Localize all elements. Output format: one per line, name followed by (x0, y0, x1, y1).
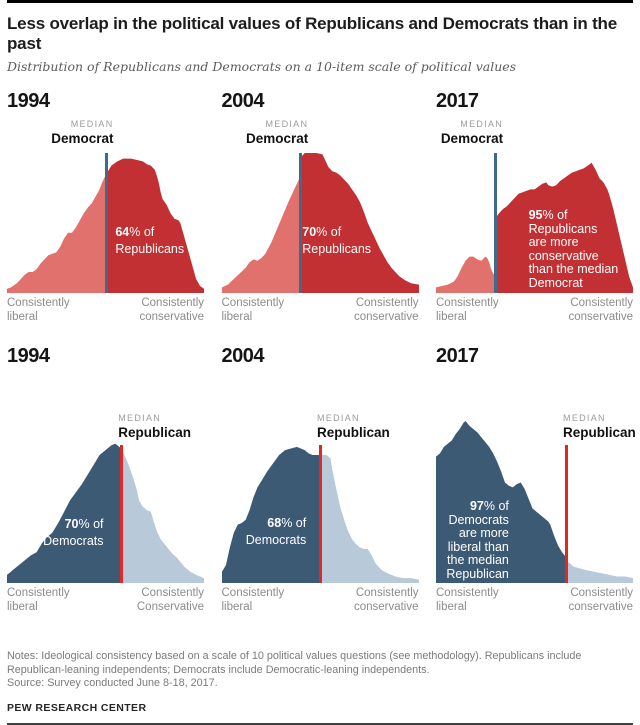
median-republican-label: MEDIAN Republican (563, 413, 636, 440)
stat-label: 70% of Democrats (43, 517, 104, 548)
distribution-area (7, 443, 204, 583)
stat-label: 64% of Republicans (115, 225, 185, 256)
stat-label: 97% of Democrats are more liberal than the m… (446, 499, 509, 581)
stat-label: 70% of Republicans (302, 225, 372, 256)
chart-democrats-1994: 1994 MEDIAN Republican 70% of Democrats C… (7, 344, 204, 614)
footer: Notes: Ideological consistency based on … (7, 650, 633, 725)
chart-republicans-2017: 2017 MEDIAN Democrat 95% of Republicans ar… (436, 89, 633, 324)
plot-area: MEDIAN Democrat 70% of Republicans (221, 113, 419, 293)
year-heading: 2004 (221, 90, 265, 112)
plot-area: MEDIAN Republican 97% of Democrats are mor… (436, 368, 636, 583)
median-democrat-line (299, 153, 303, 293)
distribution-area (436, 162, 633, 293)
plot-area: MEDIAN Republican 68% of Democrats (221, 368, 419, 583)
stat-label: 95% of Republicans are more conservative tha… (528, 208, 619, 290)
distribution-area (221, 446, 419, 583)
x-axis-labels: Consistently liberal Consistently conser… (436, 587, 633, 613)
chart-republicans-2004: 2004 MEDIAN Democrat 70% of Republicans C… (221, 89, 419, 324)
brand-text: PEW RESEARCH CENTER (7, 701, 147, 714)
median-republican-line (319, 445, 322, 583)
distribution-area (7, 158, 204, 293)
republicans-row: 1994 MEDIAN Democrat 64% of Republicans C… (7, 89, 633, 324)
distribution-area (436, 421, 633, 583)
year-heading: 2004 (221, 345, 265, 367)
democrats-row: 1994 MEDIAN Republican 70% of Democrats C… (7, 344, 636, 614)
page-title: Less overlap in the political values of … (7, 14, 617, 53)
chart-democrats-2017: 2017 MEDIAN Republican 97% of Democrats ar… (436, 344, 636, 614)
median-democrat-line (494, 153, 498, 293)
page-subtitle: Distribution of Republicans and Democrat… (7, 59, 517, 74)
median-republican-label: MEDIAN Republican (317, 413, 390, 440)
year-heading: 1994 (7, 345, 50, 367)
bottom-rule (7, 722, 633, 725)
plot-area: MEDIAN Democrat 95% of Republicans are mor… (436, 113, 633, 293)
distribution-area (221, 153, 419, 293)
median-democrat-label: MEDIAN Democrat (246, 119, 309, 146)
plot-area: MEDIAN Republican 70% of Democrats (7, 368, 204, 583)
x-axis-labels: Consistently liberal Consistently conser… (221, 297, 419, 323)
year-heading: 2017 (436, 345, 479, 367)
source-text: Source: Survey conducted June 8-18, 2017… (7, 677, 218, 689)
year-heading: 1994 (7, 90, 50, 112)
median-republican-label: MEDIAN Republican (118, 413, 192, 440)
chart-democrats-2004: 2004 MEDIAN Republican 68% of Democrats C… (221, 344, 419, 614)
median-republican-line (120, 445, 124, 583)
median-democrat-line (104, 153, 108, 293)
chart-republicans-1994: 1994 MEDIAN Democrat 64% of Republicans C… (7, 89, 204, 324)
x-axis-labels: Consistently liberal Consistently conser… (221, 587, 419, 613)
x-axis-labels: Consistently liberal Consistently conser… (7, 297, 204, 323)
stat-label: 68% of Democrats (245, 516, 307, 547)
median-democrat-label: MEDIAN Democrat (440, 119, 504, 146)
median-democrat-label: MEDIAN Democrat (51, 119, 114, 146)
median-republican-line (565, 445, 569, 583)
notes-text: Notes: Ideological consistency based on … (7, 650, 582, 676)
plot-area: MEDIAN Democrat 64% of Republicans (7, 113, 204, 293)
x-axis-labels: Consistently liberal Consistently Conser… (7, 587, 204, 613)
year-heading: 2017 (436, 90, 479, 112)
x-axis-labels: Consistently liberal Consistently conser… (436, 297, 633, 323)
top-black-bar (7, 0, 633, 3)
